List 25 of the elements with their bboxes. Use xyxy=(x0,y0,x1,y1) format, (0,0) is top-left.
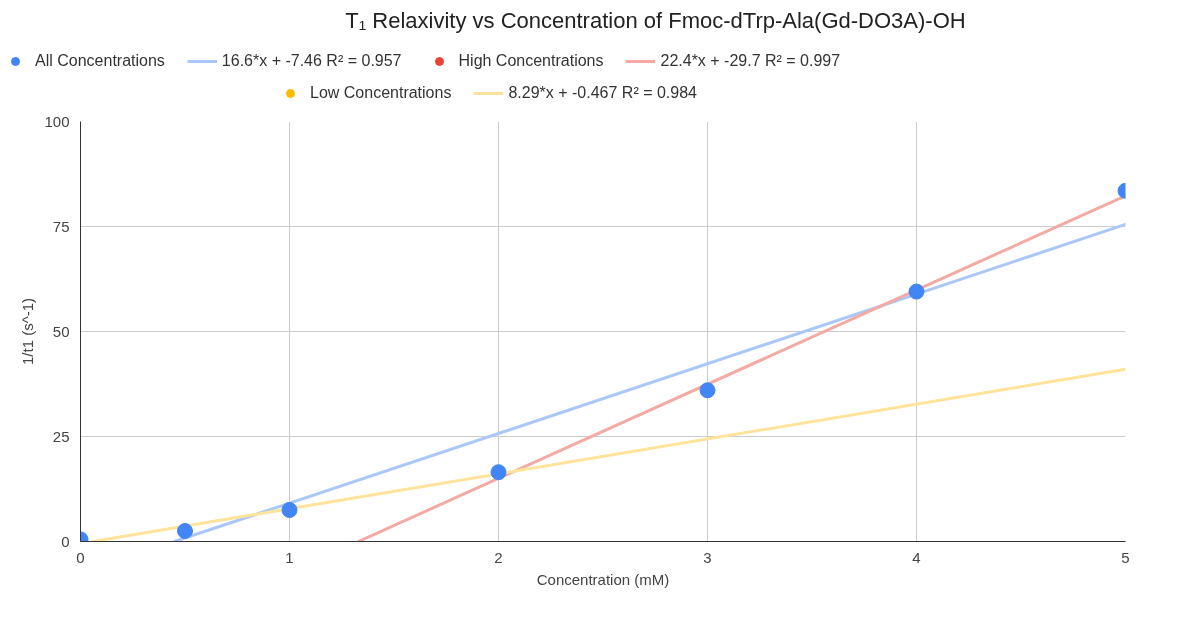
point xyxy=(281,502,298,518)
y-tick-label: 100 xyxy=(44,112,70,130)
y-tick-label: 0 xyxy=(61,532,70,550)
point xyxy=(908,283,925,300)
x-tick-label: 4 xyxy=(912,548,921,566)
y-tick-label: 50 xyxy=(52,322,70,340)
chart-title: T₁ Relaxivity vs Concentration of Fmoc-dTrp-Ala(Gd-DO3A)-OH xyxy=(345,7,966,33)
legend-label: 8.29*x + -0.467 R² = 0.984 xyxy=(508,84,697,102)
x-axis-title: Concentration (mM) xyxy=(536,570,670,588)
x-tick-label: 2 xyxy=(494,548,503,566)
y-axis-title: 1/t1 (s^-1) xyxy=(19,297,37,366)
y-tick-label: 75 xyxy=(52,217,70,235)
y-tick-label: 25 xyxy=(52,427,70,445)
point xyxy=(699,382,716,399)
legend-label: 16.6*x + -7.46 R² = 0.957 xyxy=(221,52,402,70)
legend-label: Low Concentrations xyxy=(310,84,452,102)
legend-label: 22.4*x + -29.7 R² = 0.997 xyxy=(660,52,841,70)
x-tick-label: 1 xyxy=(285,548,294,566)
x-tick-label: 5 xyxy=(1121,548,1130,566)
point xyxy=(490,464,507,481)
legend-label: High Concentrations xyxy=(458,52,604,70)
point xyxy=(177,523,193,539)
x-tick-label: 3 xyxy=(703,548,712,566)
x-tick-label: 0 xyxy=(76,548,85,566)
legend-label: All Concentrations xyxy=(35,52,165,70)
